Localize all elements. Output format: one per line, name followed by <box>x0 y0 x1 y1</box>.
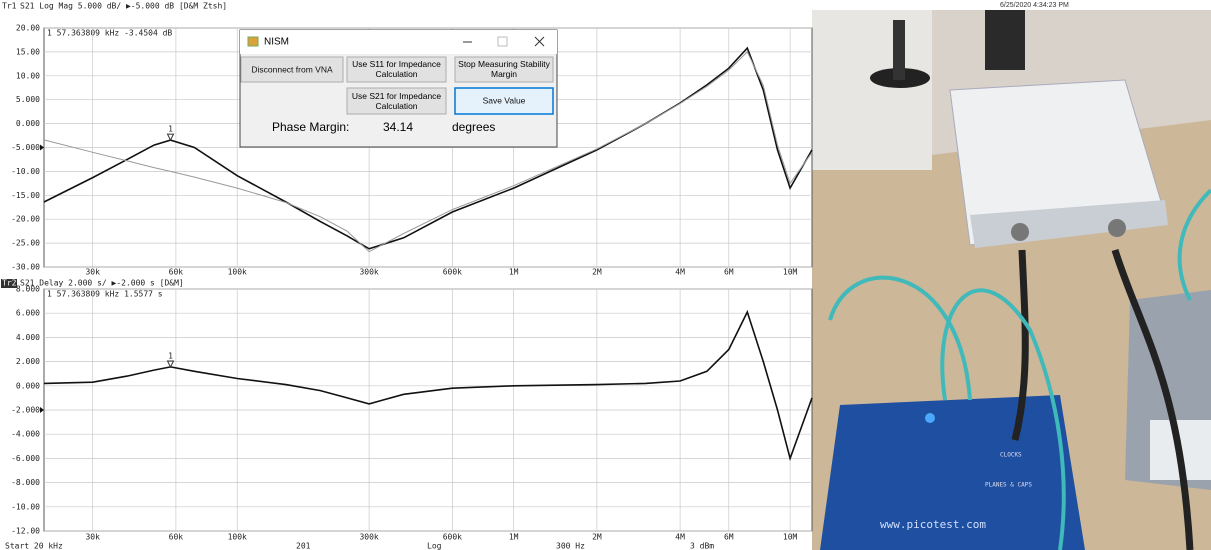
y-tick-label: -12.00 <box>11 527 40 536</box>
trace-line <box>43 309 813 462</box>
x-tick-label: 2M <box>592 533 602 542</box>
button-label: Use S11 for Impedance Calculation <box>352 59 441 79</box>
x-tick-label: 100k <box>228 533 247 542</box>
y-tick-label: 4.000 <box>16 333 40 342</box>
y-tick-label: -20.00 <box>11 215 40 224</box>
dialog-title: NISM <box>264 37 289 48</box>
marker-readout: 1 57.363809 kHz 1.5577 s <box>47 290 163 299</box>
trace-header: S21 Log Mag 5.000 dB/ ▶-5.000 dB [D&M Zt… <box>20 2 227 11</box>
close[interactable] <box>534 36 545 47</box>
y-tick-label: -6.000 <box>11 454 40 463</box>
photo-text: PLANES & CAPS <box>985 482 1032 489</box>
y-tick-label: 0.000 <box>16 119 40 128</box>
status-text: 3 dBm <box>690 542 714 550</box>
y-tick-label: -4.000 <box>11 430 40 439</box>
button[interactable]: Use S21 for Impedance Calculation <box>346 87 447 115</box>
y-tick-label: -10.00 <box>11 167 40 176</box>
maximize[interactable] <box>497 36 508 47</box>
button[interactable]: Use S11 for Impedance Calculation <box>346 56 447 83</box>
trace-line <box>43 46 813 250</box>
x-tick-label: 4M <box>675 268 685 277</box>
status-text: 201 <box>296 542 311 550</box>
y-tick-label: -25.00 <box>11 239 40 248</box>
marker <box>166 360 175 369</box>
y-tick-label: 15.00 <box>16 47 40 56</box>
status-text: 300 Hz <box>556 542 585 550</box>
y-tick-label: 5.000 <box>16 95 40 104</box>
x-tick-label: 10M <box>783 268 798 277</box>
x-tick-label: 600k <box>443 533 462 542</box>
reference-marker <box>40 144 44 151</box>
timestamp: 6/25/2020 4:34:23 PM <box>1000 2 1069 9</box>
y-tick-label: -5.000 <box>11 143 40 152</box>
trace-header: S21 Delay 2.000 s/ ▶-2.000 s [D&M] <box>20 279 184 288</box>
x-tick-label: 6M <box>724 268 734 277</box>
trace-name: Tr1 <box>2 2 17 11</box>
y-tick-label: -30.00 <box>11 263 40 272</box>
y-tick-label: 20.00 <box>16 24 40 33</box>
status-text: Log <box>427 542 442 550</box>
x-tick-label: 30k <box>85 268 100 277</box>
button-label: Disconnect from VNA <box>251 64 333 74</box>
y-tick-label: 0.000 <box>16 381 40 390</box>
marker <box>166 133 175 142</box>
button[interactable]: Stop Measuring Stability Margin <box>454 56 554 83</box>
button-label: Stop Measuring Stability Margin <box>458 59 550 79</box>
phase-margin-label: Phase Margin: <box>272 120 349 134</box>
x-tick-label: 2M <box>592 268 602 277</box>
x-tick-label: 10M <box>783 533 798 542</box>
y-tick-label: -15.00 <box>11 191 40 200</box>
trace-name: Tr2 <box>2 279 17 288</box>
x-tick-label: 1M <box>509 268 519 277</box>
marker-label: 1 <box>168 351 173 360</box>
y-tick-label: -10.00 <box>11 502 40 511</box>
phase-margin-unit: degrees <box>452 120 495 134</box>
phase-margin-value: 34.14 <box>383 120 413 134</box>
x-tick-label: 4M <box>675 533 685 542</box>
button[interactable]: Save Value <box>454 87 554 115</box>
y-tick-label: 10.00 <box>16 71 40 80</box>
x-tick-label: 300k <box>359 533 378 542</box>
photo: www.picotest.com CLOCKS PLANES & CAPS <box>812 10 1211 550</box>
marker-readout: 1 57.363809 kHz -3.4504 dB <box>47 29 172 38</box>
y-tick-label: 6.000 <box>16 309 40 318</box>
x-tick-label: 6M <box>724 533 734 542</box>
photo-text: CLOCKS <box>1000 452 1022 459</box>
trace-tag <box>1 279 17 288</box>
x-tick-label: 300k <box>359 268 378 277</box>
x-tick-label: 600k <box>443 268 462 277</box>
x-tick-label: 30k <box>85 533 100 542</box>
y-tick-label: 8.000 <box>16 285 40 294</box>
photo-text: www.picotest.com <box>880 518 986 531</box>
button-label: Save Value <box>483 95 526 105</box>
vna-display: Start 20 kHz 201 Log 300 Hz 3 dBm Tr1 S21 Log … <box>1 2 813 550</box>
x-tick-label: 100k <box>228 268 247 277</box>
x-tick-label: 1M <box>509 533 519 542</box>
y-tick-label: -8.000 <box>11 478 40 487</box>
x-tick-label: 60k <box>169 533 184 542</box>
y-tick-label: 2.000 <box>16 357 40 366</box>
x-tick-label: 60k <box>169 268 184 277</box>
trace-line <box>43 51 813 253</box>
reference-marker <box>40 407 44 413</box>
button-label: Use S21 for Impedance Calculation <box>351 91 442 111</box>
status-text: Start 20 kHz <box>5 542 63 550</box>
button[interactable]: Disconnect from VNA <box>240 56 344 83</box>
y-tick-label: -2.000 <box>11 406 40 415</box>
dialog: NISM Disconnect from VNA Use S11 for Imp… <box>239 29 558 148</box>
marker-label: 1 <box>168 125 173 134</box>
